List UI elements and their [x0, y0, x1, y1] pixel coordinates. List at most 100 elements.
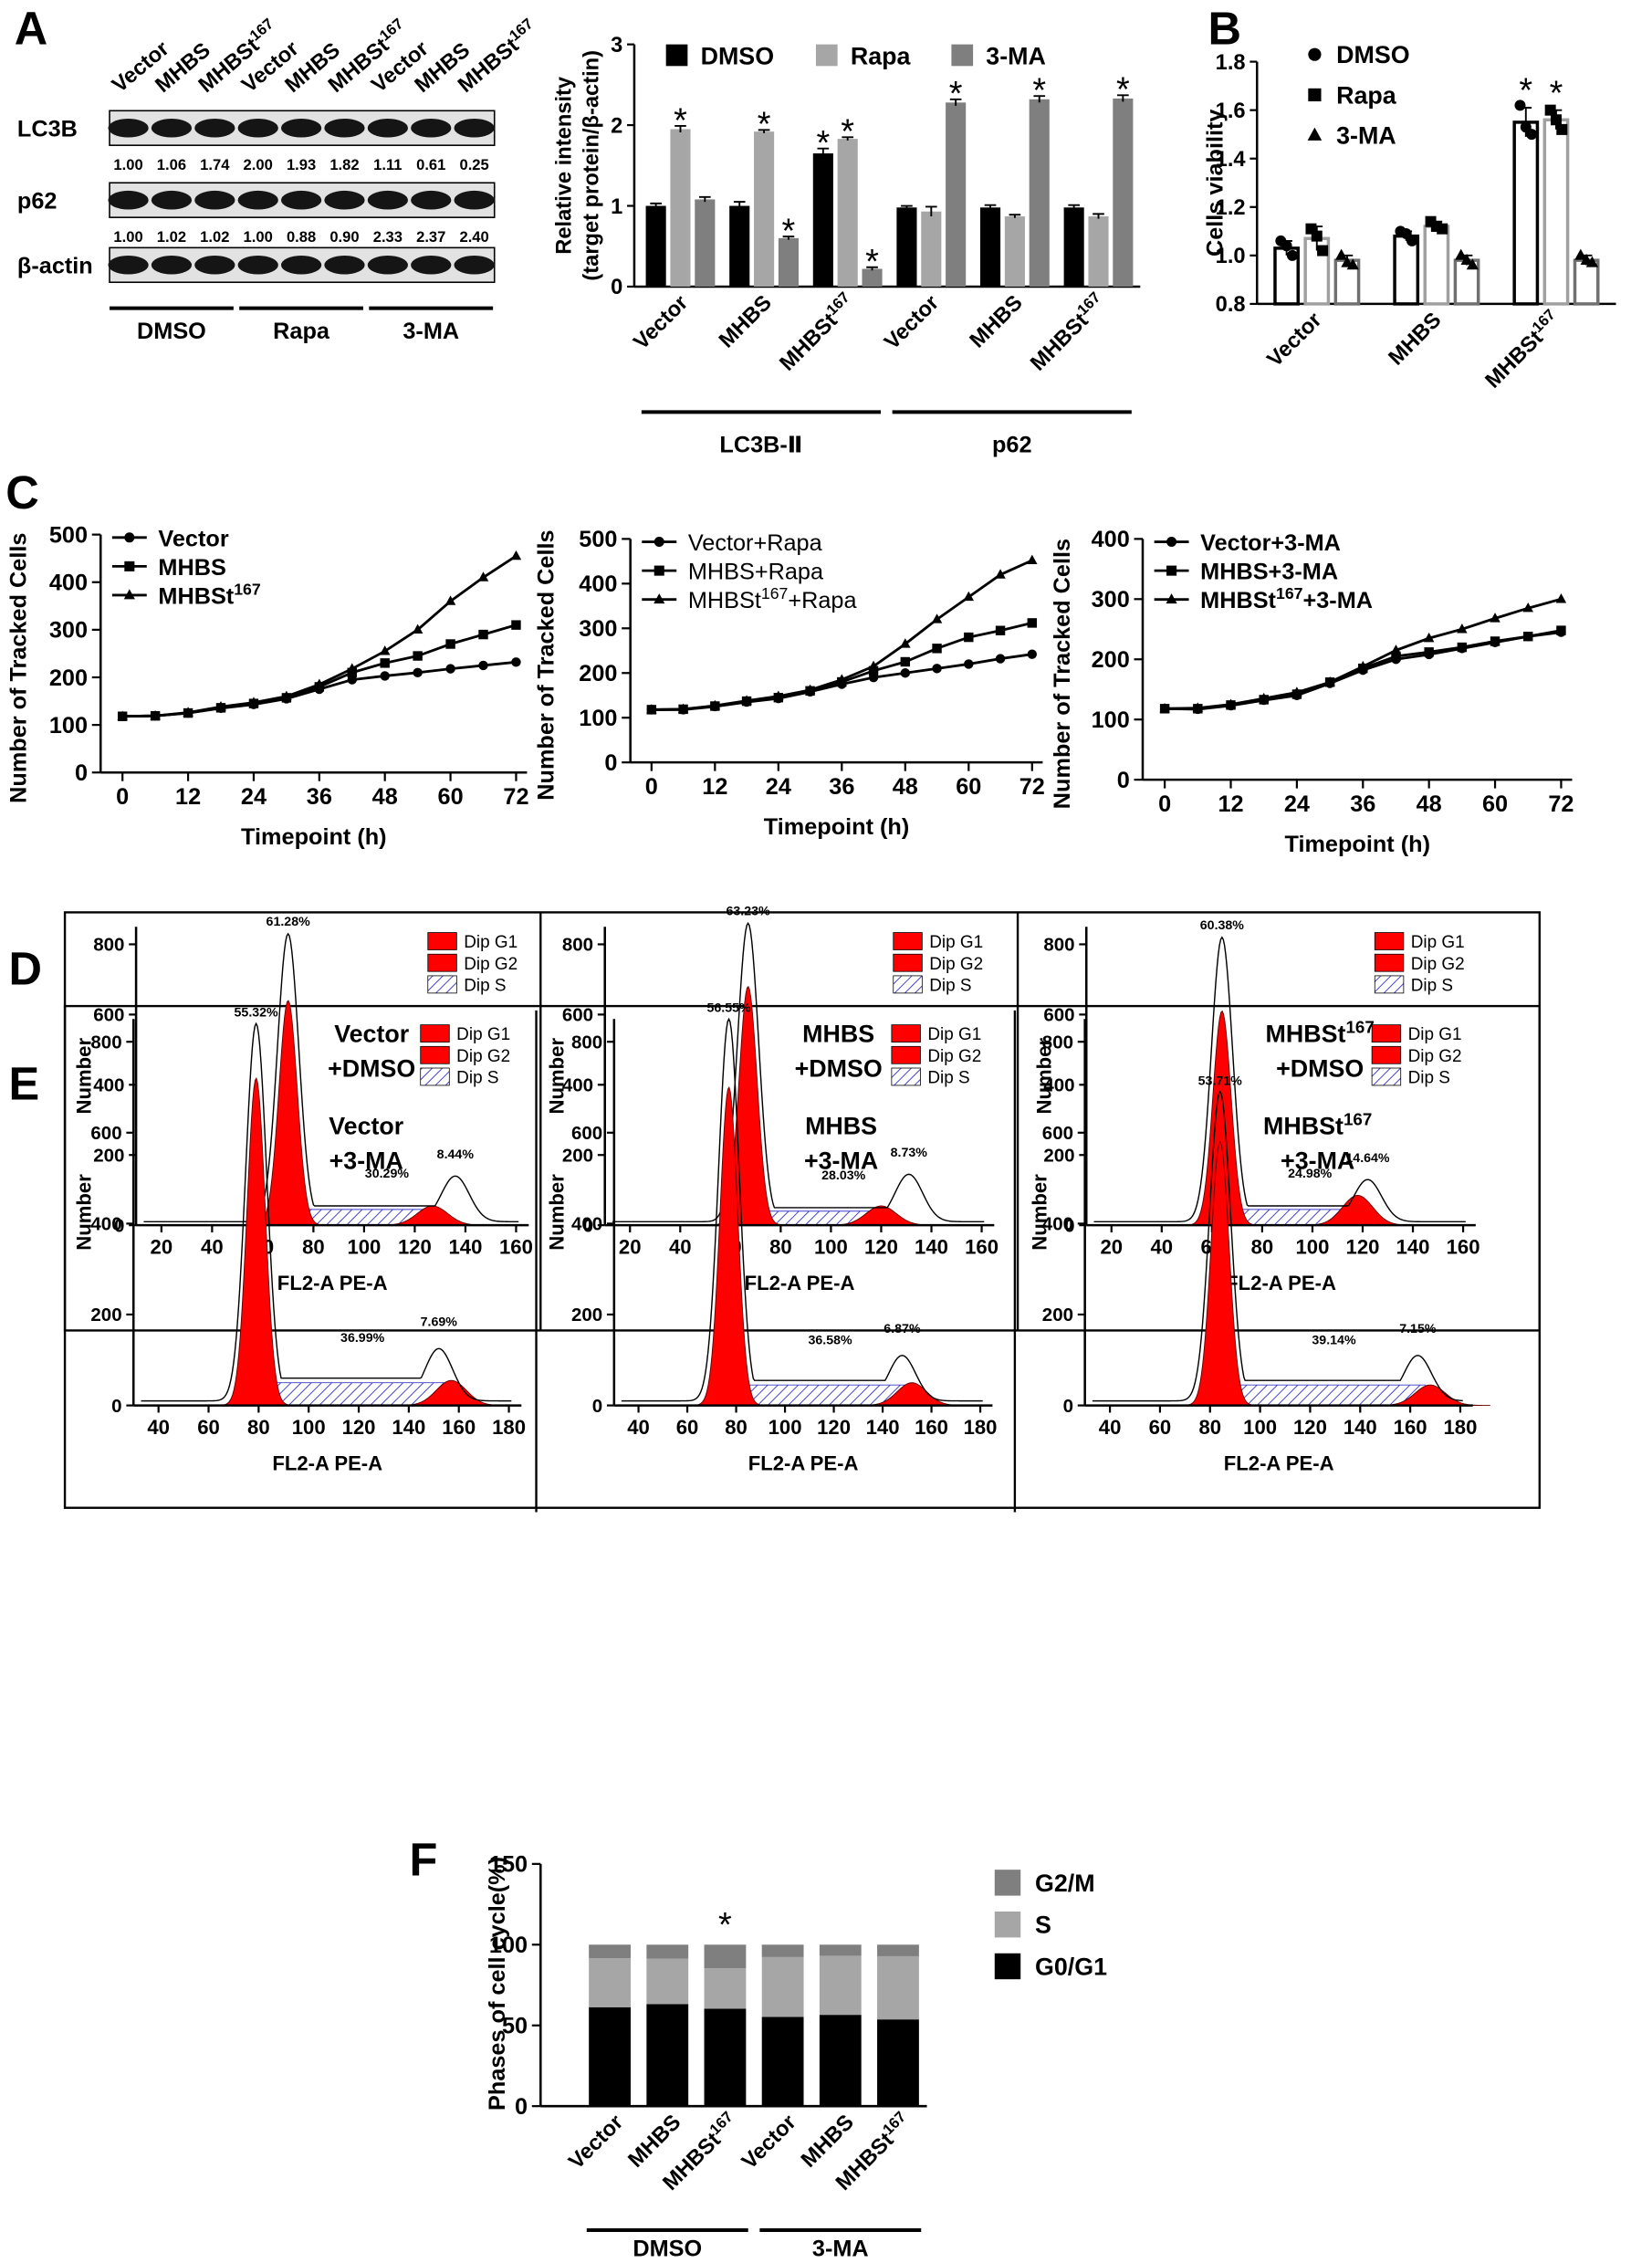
data-point — [1460, 253, 1473, 265]
g1-peak — [1186, 1010, 1258, 1226]
y-tick-label: 300 — [579, 616, 617, 642]
data-point — [1317, 245, 1329, 257]
legend-label: MHBSt167+Rapa — [688, 584, 858, 613]
y-tick-label: 0 — [604, 750, 617, 776]
x-axis-title: FL2-A PE-A — [745, 1272, 855, 1294]
data-point — [412, 623, 423, 634]
data-point — [741, 695, 752, 705]
y-tick-label: 1.2 — [1216, 196, 1246, 220]
x-tick-label: 100 — [347, 1236, 381, 1259]
x-tick-label: 80 — [1198, 1416, 1221, 1439]
x-tick-label: 60 — [438, 784, 464, 810]
blot-band — [411, 190, 452, 210]
x-tick-label: 20 — [1100, 1236, 1123, 1259]
sample-label: +DMSO — [795, 1054, 883, 1082]
legend-label: Dip G2 — [1408, 1047, 1462, 1066]
legend-label: Dip G2 — [927, 1047, 981, 1066]
y-tick-label: 100 — [579, 706, 617, 731]
bar — [979, 207, 1001, 287]
data-point — [1437, 223, 1448, 235]
legend-label: Vector+3-MA — [1200, 530, 1341, 556]
bar — [1393, 234, 1420, 306]
row-label: LC3B — [17, 117, 78, 142]
error-bar — [650, 202, 662, 209]
band-quantification: 0.88 — [287, 228, 316, 246]
legend-swatch — [891, 1024, 921, 1042]
legend-swatch — [420, 1024, 450, 1042]
legend-label: Vector — [158, 526, 228, 551]
data-point — [963, 591, 975, 602]
data-point — [445, 664, 455, 674]
y-tick-label: 400 — [571, 1214, 602, 1235]
x-tick-label: 160 — [442, 1416, 476, 1439]
bar — [862, 268, 883, 287]
superscript: 167 — [1345, 1017, 1374, 1036]
legend-label: Dip G1 — [1408, 1025, 1462, 1044]
x-axis-title: FL2-A PE-A — [1224, 1452, 1334, 1475]
label-part: +Rapa — [788, 588, 857, 613]
y-tick-label: 2 — [611, 114, 622, 138]
legend-swatch — [893, 975, 923, 994]
significance-mark: * — [718, 1906, 732, 1944]
x-tick-label: 120 — [398, 1236, 432, 1259]
data-point — [1555, 593, 1567, 603]
sample-label: MHBS — [805, 1113, 877, 1140]
data-point — [1585, 256, 1599, 267]
blot-band — [324, 190, 365, 210]
group-label: 3-MA — [403, 319, 459, 344]
data-point — [995, 569, 1006, 579]
label-part: MHBSt — [1026, 309, 1093, 375]
blot-band — [324, 256, 365, 275]
x-tick-label: 80 — [247, 1416, 270, 1439]
data-point — [413, 667, 423, 677]
y-tick-label: 600 — [571, 1123, 602, 1144]
s-percentage: 28.03% — [821, 1168, 866, 1183]
x-axis-title: Timepoint (h) — [241, 824, 387, 850]
x-tick-label: MHBSt167 — [1023, 288, 1111, 376]
error-bar — [842, 136, 854, 141]
y-tick-label: 800 — [562, 935, 593, 956]
legend-swatch — [891, 1067, 921, 1086]
significance-mark: * — [1116, 71, 1130, 110]
x-tick-label: 140 — [866, 1416, 900, 1439]
legend-label: DMSO — [1336, 41, 1410, 68]
data-point — [804, 684, 816, 695]
x-tick-label: 100 — [768, 1416, 802, 1439]
x-tick-label: 40 — [1099, 1416, 1122, 1439]
band-quantification: 1.02 — [200, 228, 229, 246]
bar — [754, 131, 775, 287]
superscript: 167 — [761, 584, 789, 602]
legend-swatch — [893, 953, 923, 972]
legend-label: MHBSt167+3-MA — [1200, 584, 1373, 613]
error-bar — [925, 205, 937, 217]
legend-label: Dip G2 — [464, 955, 518, 974]
legend-label: Dip S — [1408, 1069, 1450, 1088]
y-tick-label: 200 — [1043, 1145, 1074, 1166]
line — [1165, 597, 1562, 710]
x-tick-label: 120 — [1293, 1416, 1327, 1439]
band-quantification: 1.00 — [113, 156, 142, 173]
data-point — [150, 709, 161, 720]
legend-marker — [653, 536, 664, 548]
x-axis-title: FL2-A PE-A — [1226, 1272, 1336, 1294]
sample-label: +DMSO — [328, 1054, 415, 1082]
y-tick-label: 800 — [1042, 1032, 1073, 1053]
blot-band — [411, 118, 452, 138]
y-axis-title: (target protein/β-actin) — [580, 50, 603, 281]
x-tick-label: 180 — [492, 1416, 526, 1439]
x-tick-label: Vector — [880, 291, 944, 355]
x-tick-label: 12 — [702, 774, 727, 800]
data-point — [1556, 625, 1566, 635]
bar — [1542, 118, 1570, 306]
data-point — [1192, 702, 1204, 712]
x-axis-title: Timepoint (h) — [1284, 832, 1430, 857]
y-axis-title: Number of Tracked Cells — [5, 533, 31, 803]
data-point — [1457, 623, 1468, 634]
data-point — [964, 659, 974, 669]
data-point — [995, 625, 1006, 635]
bar-segment — [877, 1955, 919, 2020]
panel-e-frame — [63, 1004, 1541, 1509]
legend-label: 3-MA — [986, 43, 1046, 70]
data-point — [677, 703, 689, 714]
y-axis-title: Number — [546, 1174, 569, 1251]
